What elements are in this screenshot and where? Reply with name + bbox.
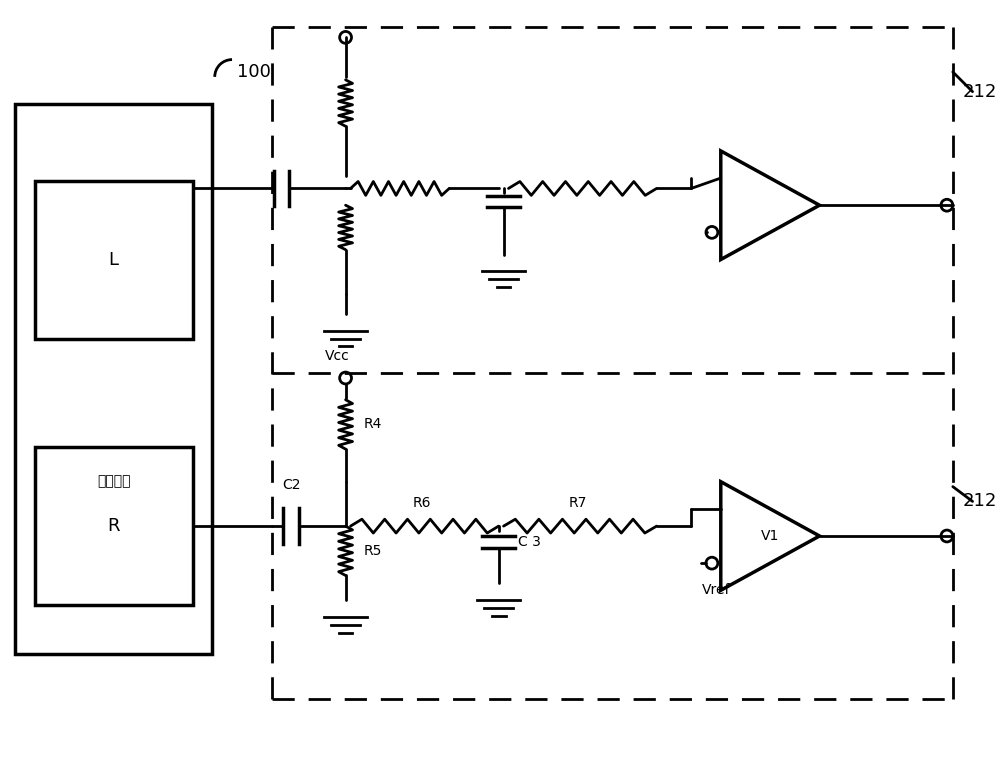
Text: 212: 212 (963, 493, 997, 510)
Text: R: R (107, 517, 120, 535)
Text: R6: R6 (413, 496, 431, 510)
Text: C 3: C 3 (518, 535, 541, 549)
Text: L: L (109, 251, 119, 268)
Text: 100: 100 (237, 63, 271, 81)
Bar (15, 104, 212, 654)
Text: 音频接口: 音频接口 (97, 475, 130, 489)
Text: 212: 212 (963, 83, 997, 101)
Text: R7: R7 (568, 496, 587, 510)
Text: Vcc: Vcc (325, 349, 350, 363)
Bar (35, 447, 193, 605)
Text: V1: V1 (761, 529, 779, 543)
Text: R5: R5 (363, 543, 382, 558)
Text: C2: C2 (282, 478, 301, 491)
Bar (35, 180, 193, 339)
Text: R4: R4 (363, 418, 382, 431)
Text: Vref: Vref (702, 583, 730, 597)
